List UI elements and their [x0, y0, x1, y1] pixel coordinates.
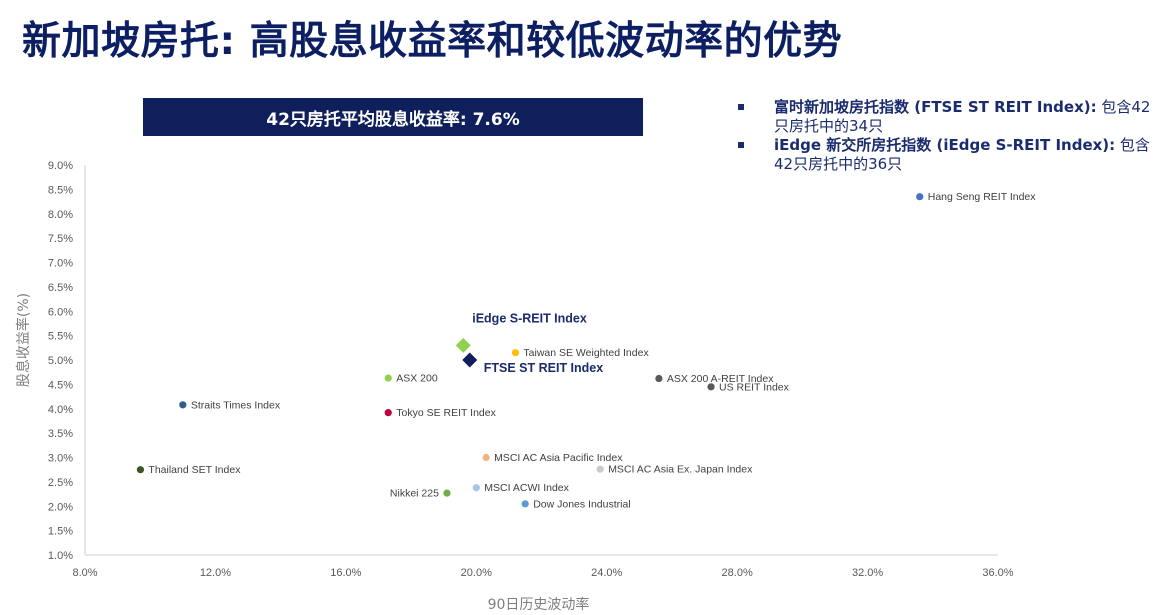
- data-point: [596, 465, 604, 473]
- index-notes: 富时新加坡房托指数 (FTSE ST REIT Index): 包含42只房托中…: [738, 98, 1153, 174]
- x-tick-label: 20.0%: [461, 567, 492, 579]
- data-point: [655, 374, 663, 383]
- data-label: Tokyo SE REIT Index: [396, 407, 496, 419]
- page-title: 新加坡房托: 高股息收益率和较低波动率的优势: [22, 19, 843, 64]
- chart-axes: 1.0% 1.5% 2.0% 2.5% 3.0% 3.5% 4.0% 4.5% 5.0% 5.5%…: [15, 160, 1014, 613]
- y-axis-title: 股息收益率(%): [15, 293, 32, 387]
- data-label: MSCI ACWI Index: [484, 482, 569, 494]
- x-axis-title: 90日历史波动率: [488, 596, 590, 613]
- data-label: Thailand SET Index: [148, 464, 241, 476]
- y-tick-label: 5.0%: [48, 355, 73, 367]
- average-yield-banner: 42只房托平均股息收益率: 7.6%: [143, 98, 643, 136]
- data-label: Hang Seng REIT Index: [928, 191, 1037, 203]
- y-tick-label: 4.0%: [48, 404, 73, 416]
- y-tick-label: 8.0%: [48, 209, 73, 221]
- data-label: Straits Times Index: [191, 399, 281, 411]
- x-tick-label: 8.0%: [72, 567, 97, 579]
- square-bullet-icon: [738, 104, 744, 110]
- data-label: ASX 200 A-REIT Index: [667, 373, 774, 385]
- data-point: [179, 401, 187, 409]
- data-point: [482, 453, 490, 462]
- y-tick-label: 3.5%: [48, 428, 73, 440]
- data-label: Dow Jones Industrial: [533, 498, 630, 510]
- x-tick-label: 28.0%: [722, 567, 753, 579]
- note-bold: iEdge 新交所房托指数 (iEdge S-REIT Index):: [774, 136, 1116, 154]
- note-rest: 包含42只房托中的36只: [774, 136, 1150, 173]
- y-tick-label: 8.5%: [48, 184, 73, 196]
- y-tick-label: 2.5%: [48, 477, 73, 489]
- average-yield-text: 42只房托平均股息收益率: 7.6%: [266, 109, 520, 130]
- data-point-diamond: [462, 352, 478, 368]
- data-label: MSCI AC Asia Ex. Japan Index: [608, 464, 753, 476]
- data-point: [384, 374, 392, 382]
- x-tick-label: 16.0%: [330, 567, 361, 579]
- y-tick-label: 1.5%: [48, 526, 73, 538]
- y-tick-label: 6.0%: [48, 306, 73, 318]
- note-rest: 包含42只房托中的34只: [774, 98, 1151, 135]
- y-tick-label: 3.0%: [48, 453, 73, 465]
- x-tick-label: 32.0%: [852, 567, 883, 579]
- y-tick-label: 5.5%: [48, 331, 73, 343]
- y-tick-label: 1.0%: [48, 550, 73, 562]
- y-tick-label: 9.0%: [48, 160, 73, 172]
- x-tick-label: 36.0%: [982, 567, 1013, 579]
- data-label: MSCI AC Asia Pacific Index: [494, 452, 623, 464]
- data-point: [707, 383, 715, 391]
- y-tick-label: 4.5%: [48, 379, 73, 391]
- data-point: [511, 349, 520, 357]
- data-label: ASX 200: [396, 373, 438, 385]
- data-point: [916, 193, 924, 201]
- data-point-diamond: [455, 337, 471, 353]
- data-label: iEdge S-REIT Index: [472, 311, 587, 325]
- data-label: Taiwan SE Weighted Index: [523, 347, 649, 359]
- data-label: US REIT Index: [719, 381, 790, 393]
- y-tick-label: 2.0%: [48, 501, 73, 513]
- note-item-ftse: 富时新加坡房托指数 (FTSE ST REIT Index): 包含42只房托中…: [738, 98, 1153, 136]
- data-point: [521, 500, 529, 508]
- square-bullet-icon: [738, 142, 744, 148]
- data-point: [472, 484, 480, 492]
- x-tick-label: 12.0%: [200, 567, 231, 579]
- note-item-iedge: iEdge 新交所房托指数 (iEdge S-REIT Index): 包含42…: [738, 136, 1153, 174]
- data-point: [136, 466, 145, 474]
- data-label: FTSE ST REIT Index: [484, 361, 604, 375]
- data-label: Nikkei 225: [390, 488, 439, 500]
- data-point: [443, 489, 451, 497]
- chart-point-labels: Hang Seng REIT Index iEdge S-REIT Index FT…: [148, 191, 1036, 510]
- y-tick-label: 7.0%: [48, 258, 73, 270]
- note-bold: 富时新加坡房托指数 (FTSE ST REIT Index):: [774, 98, 1097, 116]
- y-tick-label: 6.5%: [48, 282, 73, 294]
- x-tick-label: 24.0%: [591, 567, 622, 579]
- chart-points: [136, 193, 924, 508]
- data-point: [384, 409, 392, 417]
- y-tick-label: 7.5%: [48, 233, 73, 245]
